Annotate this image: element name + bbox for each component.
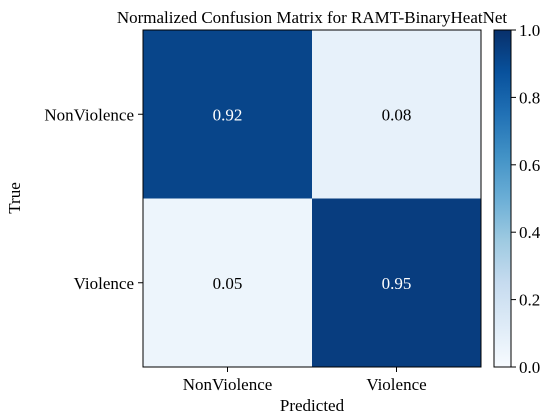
colorbar-tick-label: 0.4: [519, 223, 541, 242]
colorbar: [493, 29, 512, 368]
y-axis-ticks: NonViolence Violence: [44, 105, 143, 293]
cell-value-label: 0.05: [213, 274, 243, 293]
colorbar-tick-label: 1.0: [519, 21, 540, 40]
colorbar-ticks: 0.0 0.2 0.4 0.6 0.8 1.0: [511, 21, 541, 377]
x-axis-label: Predicted: [280, 396, 345, 415]
plot-frame: [142, 29, 482, 368]
colorbar-tick-label: 0.0: [519, 358, 540, 377]
colorbar-tick-label: 0.2: [519, 291, 540, 310]
cell-value-label: 0.92: [213, 105, 243, 124]
x-axis-ticks: NonViolence Violence: [183, 367, 427, 394]
x-tick-label: NonViolence: [183, 375, 273, 394]
cell-value-label: 0.08: [382, 105, 412, 124]
colorbar-tick-label: 0.6: [519, 156, 540, 175]
heatmap-cell-labels: 0.92 0.08 0.05 0.95: [213, 105, 412, 293]
heatmap-cell: [312, 198, 481, 367]
heatmap-cell: [312, 30, 481, 199]
heatmap-cell: [143, 30, 312, 199]
heatmap-cell: [143, 198, 312, 367]
colorbar-tick-label: 0.8: [519, 88, 540, 107]
cell-value-label: 0.95: [382, 274, 412, 293]
chart-title: Normalized Confusion Matrix for RAMT-Bin…: [117, 8, 508, 27]
y-axis-label: True: [5, 182, 24, 214]
heatmap-cells: [143, 30, 481, 367]
x-tick-label: Violence: [366, 375, 426, 394]
y-tick-label: NonViolence: [44, 105, 134, 124]
y-tick-label: Violence: [74, 274, 134, 293]
